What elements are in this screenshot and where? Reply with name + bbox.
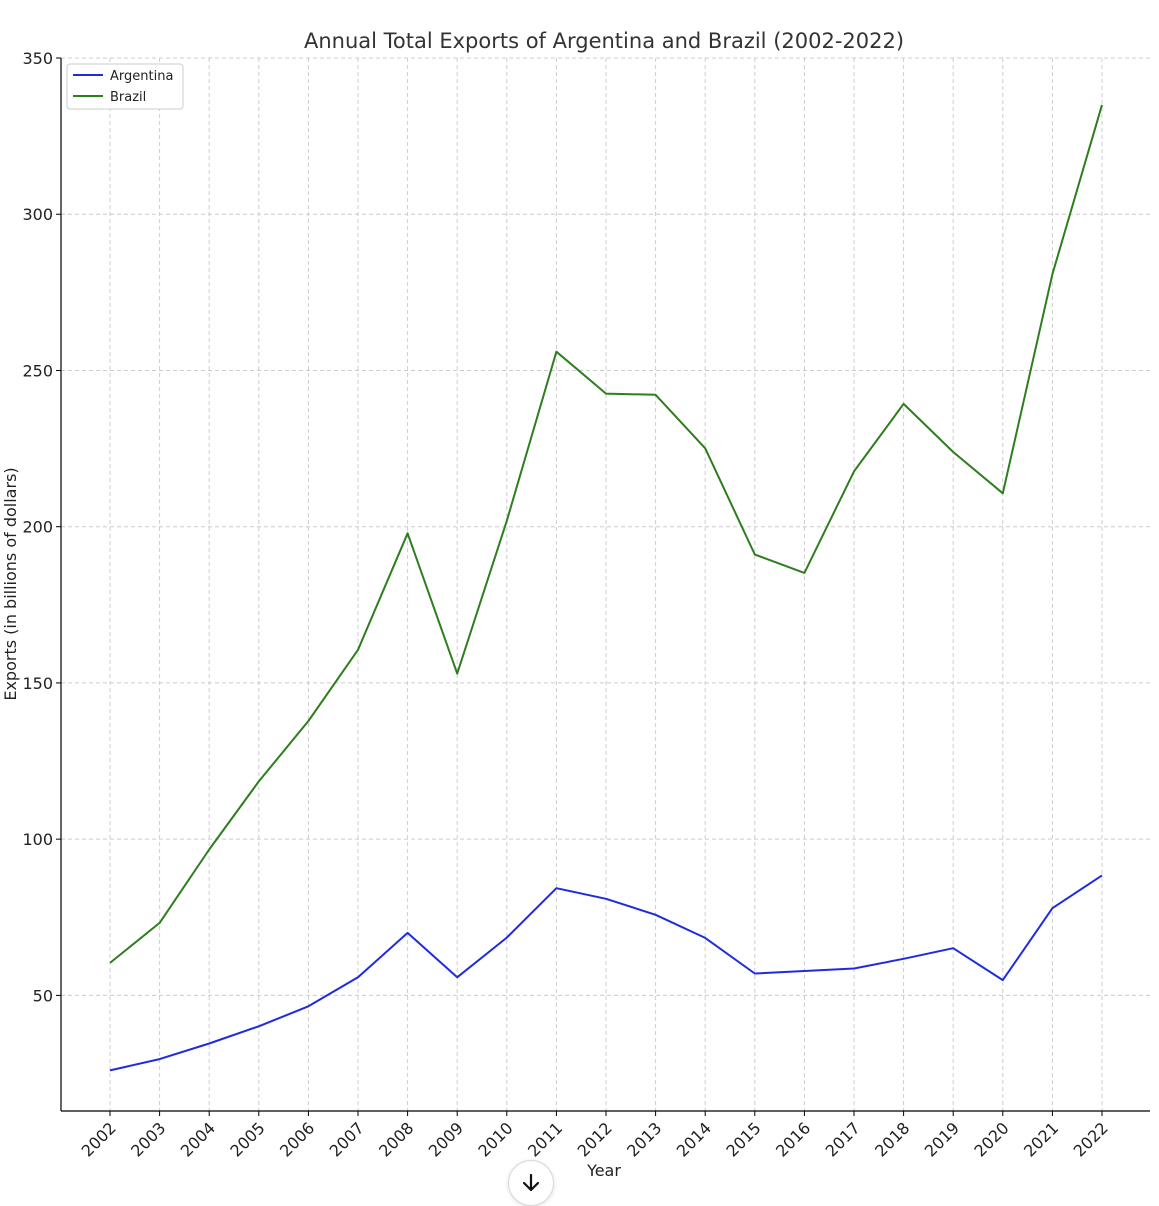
x-tick-label: 2008 xyxy=(375,1118,417,1160)
y-axis-label: Exports (in billions of dollars) xyxy=(1,467,20,700)
arrow-down-icon xyxy=(522,1173,540,1192)
series-line-argentina xyxy=(109,874,1103,1072)
scroll-down-button[interactable] xyxy=(508,1160,554,1206)
y-tick-label: 250 xyxy=(22,361,53,380)
x-tick-label: 2020 xyxy=(970,1118,1012,1160)
series-layer xyxy=(109,104,1103,1072)
x-tick-label: 2009 xyxy=(425,1118,467,1160)
x-tick-label: 2004 xyxy=(177,1118,219,1160)
x-tick-label: 2002 xyxy=(78,1118,120,1160)
y-tick-label: 50 xyxy=(33,986,53,1005)
x-tick-label: 2003 xyxy=(127,1118,169,1160)
y-tick-label: 150 xyxy=(22,674,53,693)
x-tick-label: 2012 xyxy=(574,1118,616,1160)
x-tick-label: 2007 xyxy=(326,1118,368,1160)
x-tick-label: 2022 xyxy=(1070,1118,1112,1160)
x-tick-label: 2018 xyxy=(871,1118,913,1160)
x-tick-label: 2014 xyxy=(673,1118,715,1160)
x-tick-label: 2011 xyxy=(524,1118,566,1160)
legend: Argentina Brazil xyxy=(66,63,184,110)
x-tick-label: 2010 xyxy=(474,1118,516,1160)
x-tick-label: 2013 xyxy=(623,1118,665,1160)
x-tick-label: 2017 xyxy=(822,1118,864,1160)
x-tick-label: 2021 xyxy=(1020,1118,1062,1160)
legend-label-argentina: Argentina xyxy=(110,69,173,84)
y-tick-label: 350 xyxy=(22,49,53,68)
y-tick-label: 100 xyxy=(22,830,53,849)
legend-label-brazil: Brazil xyxy=(110,90,146,105)
x-tick-label: 2015 xyxy=(722,1118,764,1160)
y-tick-label: 300 xyxy=(22,205,53,224)
series-line-brazil xyxy=(109,104,1103,964)
y-tick-label: 200 xyxy=(22,518,53,537)
chart-title: Annual Total Exports of Argentina and Br… xyxy=(304,29,904,53)
grid xyxy=(61,57,1150,1111)
x-axis-label: Year xyxy=(586,1161,621,1180)
x-tick-label: 2005 xyxy=(226,1118,268,1160)
axes: 50 100 150 200 250 300 350 2002 2003 2004 2005 2006… xyxy=(22,49,1150,1161)
x-tick-label: 2016 xyxy=(772,1118,814,1160)
x-tick-label: 2006 xyxy=(276,1118,318,1160)
x-tick-label: 2019 xyxy=(921,1118,963,1160)
